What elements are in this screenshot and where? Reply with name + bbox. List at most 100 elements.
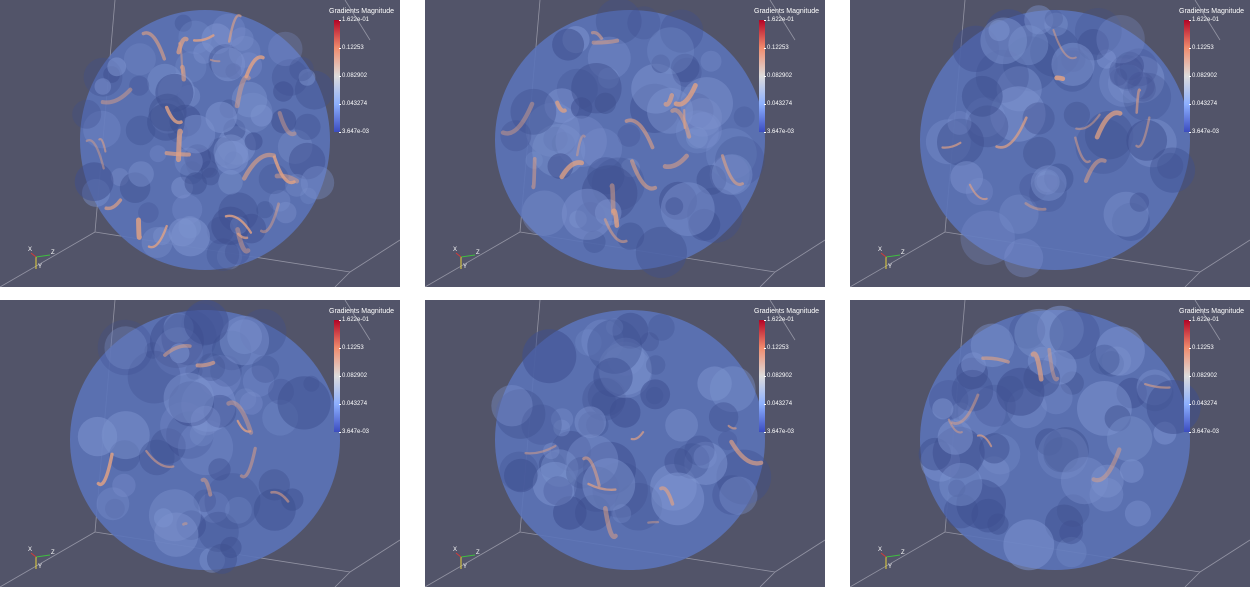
volume-lobe	[227, 319, 262, 355]
volume-lobe	[970, 323, 1015, 368]
high-gradient-strand	[209, 58, 221, 63]
volume-lobe	[999, 194, 1039, 234]
high-gradient-strand	[727, 424, 737, 430]
volume-lobe	[595, 0, 642, 44]
volume-lobe	[1090, 464, 1124, 498]
isosurface-volume	[495, 0, 765, 278]
high-gradient-strand	[236, 232, 249, 240]
render-view-4[interactable]: Gradients Magnitude 1.622e-01 0.12253 0.…	[0, 300, 400, 587]
axis-z-label: Z	[476, 550, 480, 556]
volume-lobe	[101, 411, 150, 460]
volume-lobe	[665, 408, 698, 442]
volume-lobe	[108, 440, 141, 472]
volume-lobe	[268, 31, 303, 67]
volume-lobe	[1051, 42, 1095, 86]
legend-tick-4: 0.043274	[763, 401, 793, 407]
volume-lobe	[1111, 202, 1151, 241]
volume-lobe	[574, 466, 620, 512]
volume-lobe	[543, 126, 568, 152]
legend-tick-2: 0.12253	[764, 345, 789, 351]
volume-lobe	[575, 202, 606, 232]
volume-lobe	[232, 92, 273, 133]
volume-lobe	[495, 389, 546, 439]
volume-lobe	[1149, 147, 1196, 193]
volume-lobe	[1157, 152, 1184, 179]
volume-lobe	[288, 142, 326, 180]
volume-lobe	[277, 129, 313, 164]
render-view-2[interactable]: Gradients Magnitude 1.622e-01 0.12253 0.…	[425, 0, 825, 287]
volume-lobe	[211, 330, 252, 371]
volume-lobe	[127, 350, 181, 404]
volume-lobe	[990, 86, 1046, 142]
volume-lobe	[1029, 174, 1067, 212]
volume-lobe	[285, 173, 308, 197]
volume-lobe	[1019, 173, 1048, 202]
high-gradient-strand	[524, 444, 557, 455]
high-gradient-strand	[968, 183, 988, 201]
volume-lobe	[1004, 238, 1044, 278]
high-gradient-strand	[950, 393, 980, 425]
volume-lobe	[561, 188, 613, 240]
volume-lobe	[947, 110, 972, 135]
volume-lobe	[708, 402, 739, 432]
volume-lobe	[147, 103, 185, 141]
volume-lobe	[178, 20, 212, 55]
legend-tick-min: 3.647e-03	[338, 129, 370, 135]
high-gradient-strand	[941, 141, 962, 149]
volume-lobe	[1109, 68, 1128, 86]
volume-body	[920, 10, 1190, 270]
volume-lobe	[583, 230, 606, 253]
color-legend: Gradients Magnitude 1.622e-01 0.12253 0.…	[302, 8, 394, 138]
volume-lobe	[256, 201, 274, 219]
volume-lobe	[1063, 101, 1090, 128]
volume-lobe	[961, 352, 986, 378]
render-view-1[interactable]: Gradients Magnitude 1.622e-01 0.12253 0.…	[0, 0, 400, 287]
volume-lobe	[543, 476, 573, 506]
volume-lobe	[1037, 428, 1089, 480]
volume-lobe	[1023, 136, 1056, 170]
high-gradient-strand	[274, 173, 300, 184]
volume-lobe	[684, 435, 715, 466]
volume-lobe	[640, 379, 671, 410]
high-gradient-strand	[242, 152, 276, 181]
legend-tick-4: 0.043274	[1188, 101, 1218, 107]
high-gradient-strand	[531, 157, 537, 190]
high-gradient-strand	[603, 218, 628, 244]
high-gradient-strand	[234, 74, 251, 109]
colormap-bar	[759, 20, 765, 132]
volume-lobe	[300, 166, 335, 200]
volume-lobe	[119, 172, 151, 203]
high-gradient-strand	[272, 155, 296, 185]
volume-body	[80, 10, 330, 270]
legend-title: Gradients Magnitude	[329, 8, 394, 15]
legend-tick-4: 0.043274	[763, 101, 793, 107]
legend-tick-min: 3.647e-03	[763, 429, 795, 435]
render-view-6[interactable]: Gradients Magnitude 1.622e-01 0.12253 0.…	[850, 300, 1250, 587]
volume-lobe	[582, 377, 626, 421]
colormap-bar	[334, 320, 340, 432]
legend-title: Gradients Magnitude	[754, 308, 819, 315]
volume-lobe	[598, 341, 652, 395]
volume-lobe	[150, 428, 186, 464]
volume-lobe	[693, 445, 717, 469]
volume-lobe	[1036, 170, 1058, 192]
volume-lobe	[163, 372, 214, 423]
render-view-3[interactable]: Gradients Magnitude 1.622e-01 0.12253 0.…	[850, 0, 1250, 287]
volume-lobe	[174, 14, 192, 32]
volume-lobe	[144, 342, 161, 359]
volume-lobe	[672, 57, 702, 88]
volume-lobe	[617, 124, 641, 147]
volume-lobe	[219, 315, 270, 366]
render-view-5[interactable]: Gradients Magnitude 1.622e-01 0.12253 0.…	[425, 300, 825, 587]
volume-lobe	[189, 422, 214, 447]
high-gradient-strand	[227, 14, 242, 43]
volume-lobe	[646, 355, 666, 375]
volume-lobe	[988, 19, 1010, 42]
volume-lobe	[1119, 48, 1158, 87]
volume-lobe	[1037, 305, 1084, 353]
volume-lobe	[206, 543, 238, 574]
isosurface-volume	[491, 310, 772, 570]
volume-lobe	[211, 13, 246, 48]
volume-lobe	[522, 329, 577, 384]
legend-title: Gradients Magnitude	[1179, 308, 1244, 315]
